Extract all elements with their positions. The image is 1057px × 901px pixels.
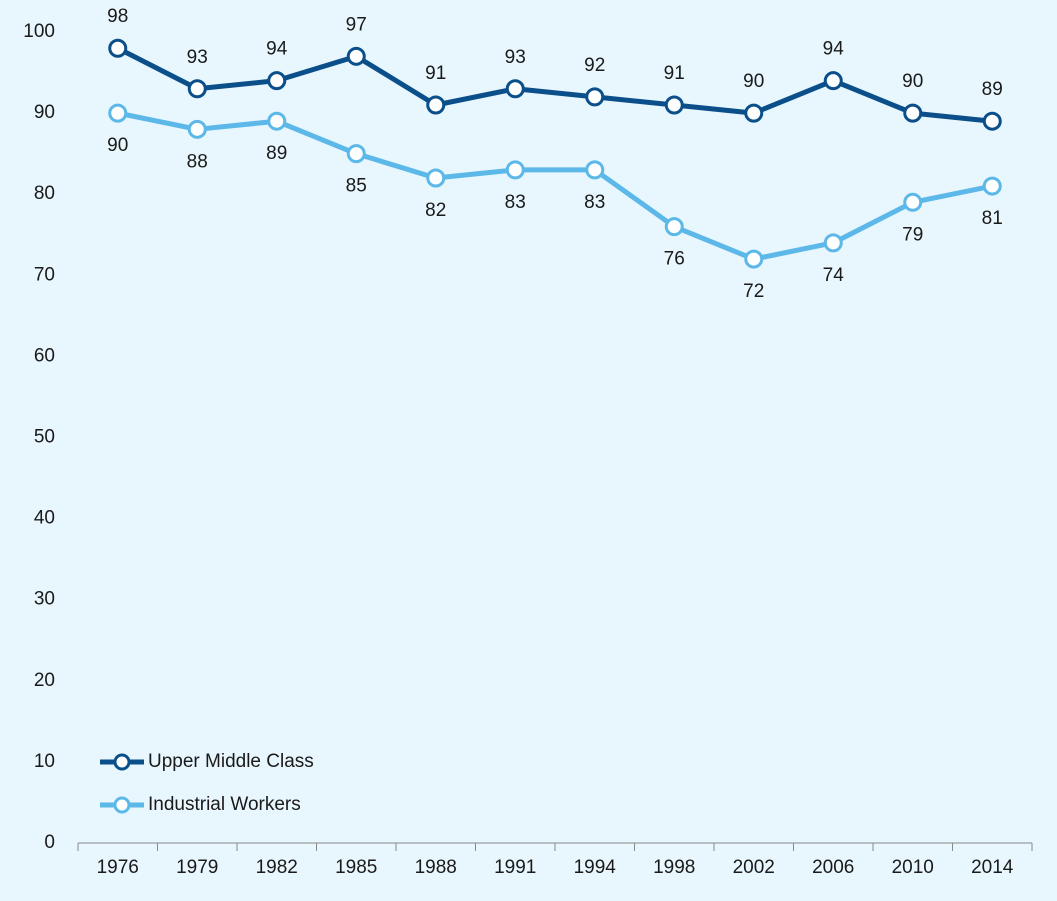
y-tick-label: 30	[34, 589, 55, 610]
x-tick-label: 1988	[415, 857, 457, 878]
marker	[108, 38, 128, 58]
y-tick-label: 90	[34, 102, 55, 123]
data-label: 92	[584, 55, 605, 76]
y-tick-label: 50	[34, 427, 55, 448]
data-label: 76	[664, 249, 685, 270]
marker	[744, 249, 764, 269]
marker	[267, 111, 287, 131]
x-tick-label: 1976	[97, 857, 139, 878]
y-tick-label: 20	[34, 670, 55, 691]
data-label: 79	[902, 224, 923, 245]
data-label: 97	[346, 14, 367, 35]
y-tick-label: 70	[34, 264, 55, 285]
y-tick-label: 40	[34, 508, 55, 529]
y-tick-label: 80	[34, 183, 55, 204]
marker	[426, 168, 446, 188]
marker	[585, 87, 605, 107]
series-line	[117, 110, 993, 262]
marker	[823, 233, 843, 253]
data-label: 93	[187, 47, 208, 68]
data-label: 88	[187, 151, 208, 172]
data-label: 83	[505, 192, 526, 213]
marker	[346, 46, 366, 66]
x-tick-label: 1994	[574, 857, 617, 878]
data-label: 98	[107, 6, 128, 27]
marker	[903, 192, 923, 212]
marker	[744, 103, 764, 123]
data-label: 90	[107, 135, 128, 156]
marker	[505, 160, 525, 180]
x-tick-label: 2002	[733, 857, 775, 878]
x-tick-label: 1991	[494, 857, 536, 878]
data-label: 91	[664, 63, 685, 84]
marker	[585, 160, 605, 180]
data-label: 82	[425, 200, 446, 221]
data-label: 81	[982, 208, 1003, 229]
data-label: 90	[743, 71, 764, 92]
data-label: 90	[902, 71, 923, 92]
marker	[664, 95, 684, 115]
y-tick-label: 0	[44, 832, 55, 853]
data-label: 89	[266, 143, 287, 164]
x-tick-label: 2014	[971, 857, 1014, 878]
marker	[426, 95, 446, 115]
marker	[187, 79, 207, 99]
marker	[664, 217, 684, 237]
data-label: 74	[823, 265, 845, 286]
marker	[187, 119, 207, 139]
y-tick-label: 10	[34, 751, 55, 772]
marker	[108, 103, 128, 123]
legend-label: Upper Middle Class	[148, 751, 314, 772]
x-tick-label: 2006	[812, 857, 854, 878]
marker	[982, 111, 1002, 131]
marker	[982, 176, 1002, 196]
legend-marker	[113, 753, 131, 771]
marker	[346, 144, 366, 164]
data-label: 91	[425, 63, 446, 84]
x-tick-label: 1985	[335, 857, 377, 878]
y-tick-label: 100	[23, 21, 55, 42]
marker	[505, 79, 525, 99]
series-line	[116, 45, 993, 124]
x-tick-label: 1982	[256, 857, 298, 878]
legend-label: Industrial Workers	[148, 794, 301, 815]
marker	[823, 71, 843, 91]
data-label: 85	[346, 176, 367, 197]
data-label: 83	[584, 192, 605, 213]
data-label: 94	[823, 39, 845, 60]
marker	[267, 71, 287, 91]
data-label: 72	[743, 281, 764, 302]
x-tick-label: 1998	[653, 857, 695, 878]
x-tick-label: 2010	[892, 857, 934, 878]
x-tick-label: 1979	[176, 857, 218, 878]
data-label: 94	[266, 39, 288, 60]
data-label: 93	[505, 47, 526, 68]
y-tick-label: 60	[34, 345, 55, 366]
legend-marker	[113, 796, 131, 814]
data-label: 89	[982, 79, 1003, 100]
marker	[903, 103, 923, 123]
